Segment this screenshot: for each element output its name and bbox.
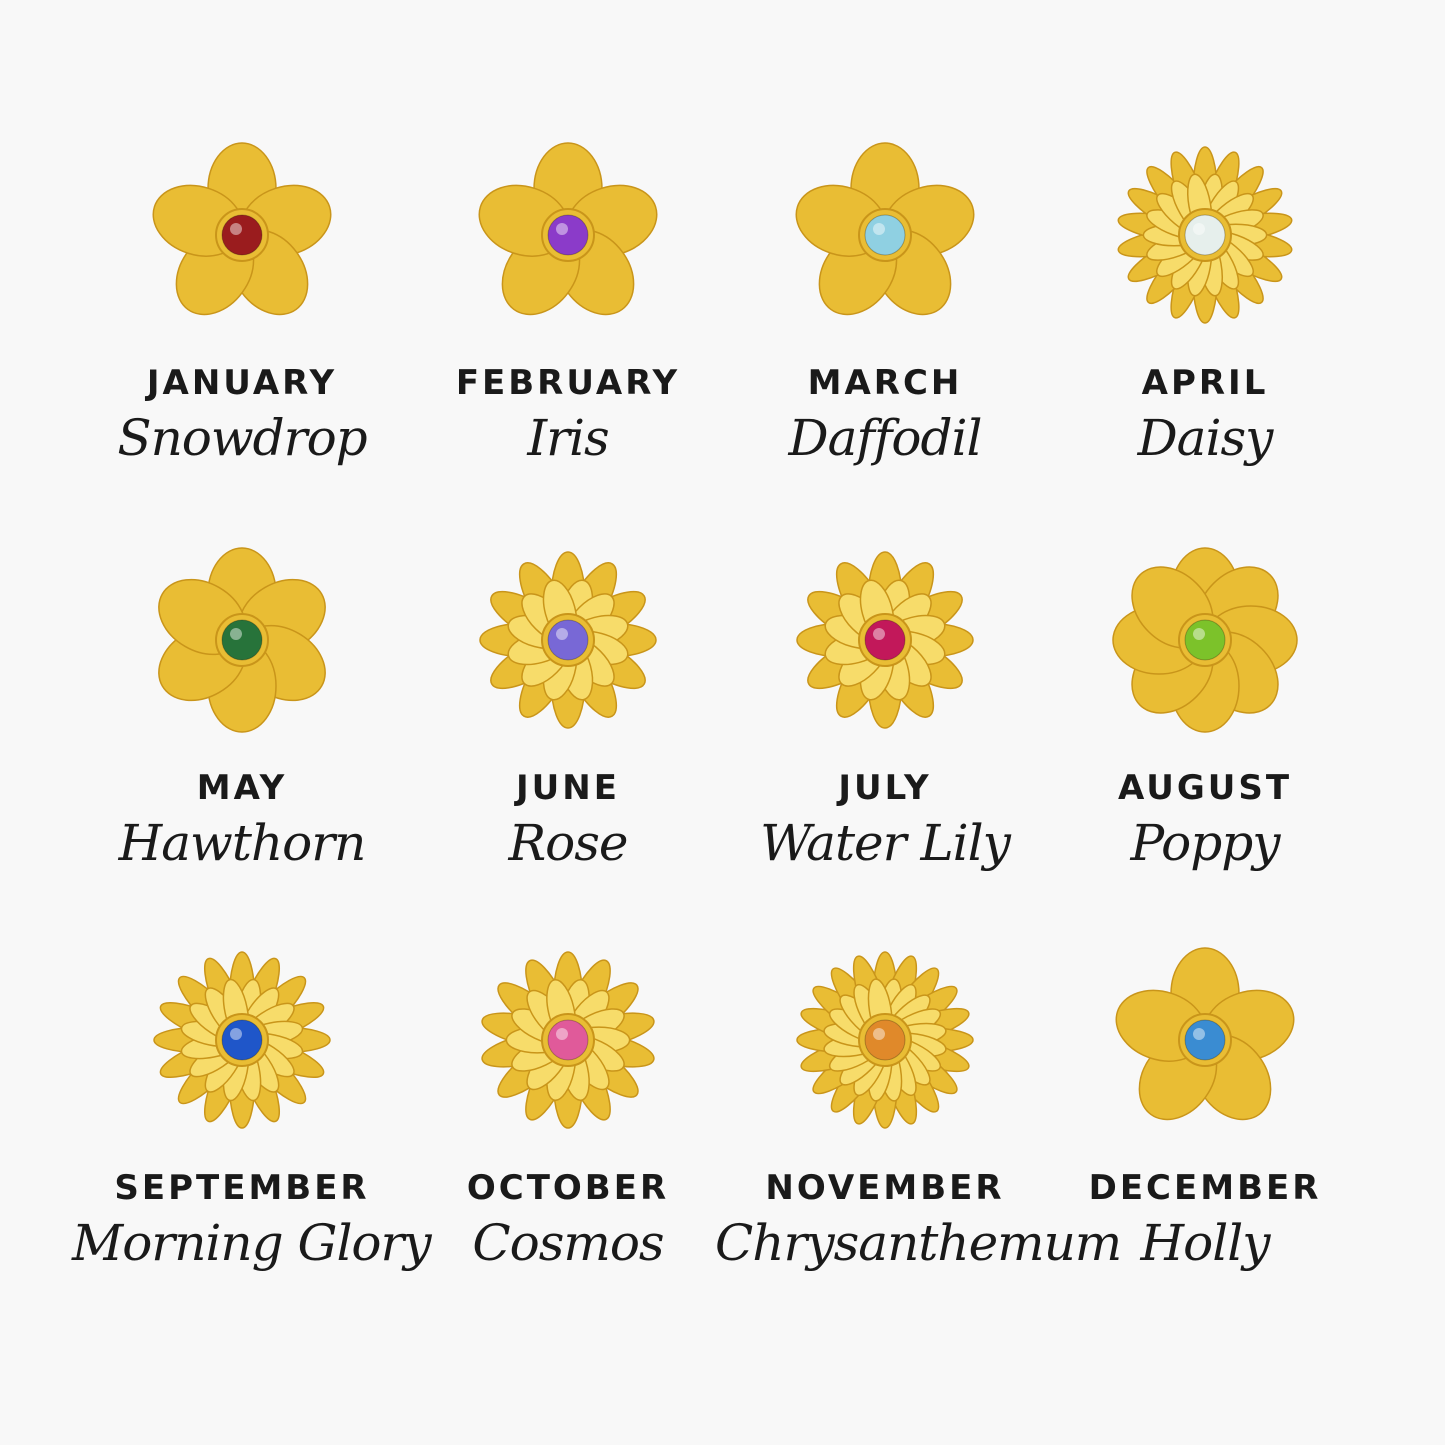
birthstone-gem [221, 619, 263, 661]
gold-flower-icon [795, 142, 975, 316]
month-label: JUNE [516, 768, 620, 808]
month-label: DECEMBER [1088, 1168, 1322, 1208]
birthstone-gem [1184, 1019, 1226, 1061]
flower-name: Snowdrop [117, 409, 367, 467]
flower-name: Cosmos [472, 1214, 664, 1272]
gem-highlight [873, 1028, 885, 1040]
flower-card-august: AUGUST Poppy [1035, 540, 1375, 878]
flower-name: Water Lily [760, 814, 1011, 872]
gem-highlight [1193, 223, 1205, 235]
birthstone-gem [1184, 619, 1226, 661]
flower-card-october: OCTOBER Cosmos [398, 940, 738, 1278]
gold-flower-icon [1112, 547, 1298, 733]
flower-card-september: SEPTEMBER Morning Glory [72, 940, 432, 1278]
flower-name: Daffodil [788, 409, 982, 467]
gold-flower-icon [153, 951, 331, 1129]
flower-card-december: DECEMBER Holly [1035, 940, 1375, 1278]
gem-highlight [230, 628, 242, 640]
flower-card-march: MARCH Daffodil [715, 135, 1055, 473]
gem-highlight [556, 223, 568, 235]
gem-highlight [1193, 1028, 1205, 1040]
month-label: MAY [196, 768, 288, 808]
flower-card-november: NOVEMBER Chrysanthemum [715, 940, 1122, 1278]
month-label: FEBRUARY [455, 363, 681, 403]
birthstone-gem [221, 214, 263, 256]
month-label: SEPTEMBER [114, 1168, 370, 1208]
birthstone-gem [1184, 214, 1226, 256]
gem-highlight [230, 223, 242, 235]
flower-name: Chrysanthemum [715, 1214, 1122, 1272]
month-label: OCTOBER [466, 1168, 670, 1208]
month-label: APRIL [1141, 363, 1269, 403]
birthstone-gem [864, 619, 906, 661]
flower-name: Iris [527, 409, 609, 467]
flower-card-may: MAY Hawthorn [72, 540, 412, 878]
birthstone-gem [547, 1019, 589, 1061]
flower-name: Poppy [1130, 814, 1281, 872]
birthstone-gem [547, 619, 589, 661]
month-label: NOVEMBER [765, 1168, 1005, 1208]
flower-card-june: JUNE Rose [398, 540, 738, 878]
gold-flower-icon [158, 547, 326, 733]
flower-name: Daisy [1137, 409, 1274, 467]
gem-highlight [1193, 628, 1205, 640]
gold-flower-icon [796, 951, 974, 1129]
gold-flower-icon [152, 142, 332, 316]
birthstone-gem [864, 214, 906, 256]
month-label: MARCH [807, 363, 963, 403]
gem-highlight [873, 628, 885, 640]
flower-name: Rose [508, 814, 629, 872]
flower-name: Morning Glory [72, 1214, 432, 1272]
gem-highlight [230, 1028, 242, 1040]
birthstone-gem [547, 214, 589, 256]
gem-highlight [556, 628, 568, 640]
flower-card-april: APRIL Daisy [1035, 135, 1375, 473]
birthstone-gem [221, 1019, 263, 1061]
gold-flower-icon [1117, 146, 1293, 324]
gold-flower-icon [1115, 947, 1295, 1121]
birthstone-gem [864, 1019, 906, 1061]
gold-flower-icon [796, 551, 974, 729]
flower-name: Holly [1140, 1214, 1271, 1272]
flower-card-july: JULY Water Lily [715, 540, 1055, 878]
flower-card-february: FEBRUARY Iris [398, 135, 738, 473]
month-label: AUGUST [1117, 768, 1293, 808]
flower-name: Hawthorn [118, 814, 367, 872]
gold-flower-icon [479, 551, 657, 729]
gem-highlight [873, 223, 885, 235]
flower-card-january: JANUARY Snowdrop [72, 135, 412, 473]
month-label: JULY [838, 768, 932, 808]
month-label: JANUARY [146, 363, 338, 403]
gem-highlight [556, 1028, 568, 1040]
gold-flower-icon [478, 142, 658, 316]
gold-flower-icon [481, 951, 655, 1129]
